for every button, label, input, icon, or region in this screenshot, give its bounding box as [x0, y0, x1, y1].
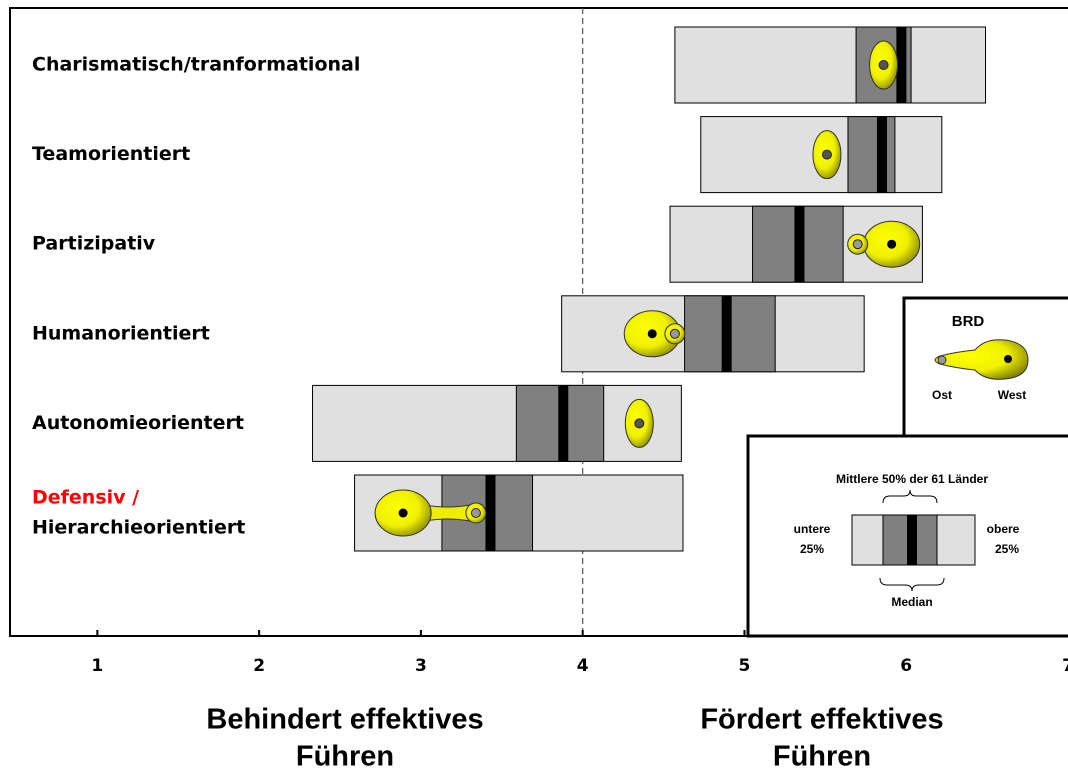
x-tick-label: 5: [739, 656, 751, 676]
middle-box: [847, 116, 896, 194]
x-tick-label: 1: [91, 656, 103, 676]
median-bar: [794, 206, 805, 283]
west-dot: [887, 239, 897, 249]
x-tick-label: 7: [1062, 656, 1068, 676]
category-label: Partizipativ: [32, 233, 156, 255]
ost-dot: [852, 239, 863, 250]
legend-frame: [902, 296, 1068, 438]
legend-brd: BRD Ost West: [902, 296, 1068, 438]
median-bar: [876, 116, 887, 193]
west-dot: [398, 508, 408, 518]
legend-text: Mittlere 50% der 61 Länder: [836, 472, 988, 486]
x-label: Führen: [773, 741, 871, 773]
legend-label: Ost: [932, 388, 952, 402]
x-label: Behindert effektives: [206, 704, 483, 736]
category-label: Defensiv /: [32, 487, 139, 509]
category-label: Hierarchieorientiert: [32, 517, 245, 539]
brace: [879, 577, 945, 592]
ost-dot: [470, 508, 481, 518]
legend-text: untere: [794, 522, 831, 536]
legend-text: 25%: [995, 542, 1019, 556]
category-label: Humanorientiert: [32, 322, 210, 344]
x-label: Fördert effektives: [700, 704, 943, 736]
legend-title: BRD: [952, 313, 985, 330]
category-label: Autonomieorientert: [32, 412, 244, 434]
connector: [424, 504, 471, 522]
legend-text: 25%: [800, 542, 824, 556]
median-bar: [721, 295, 732, 372]
category-label: Teamorientiert: [32, 143, 190, 165]
x-tick-label: 3: [415, 656, 427, 676]
median-bar: [558, 385, 569, 462]
legend-text: Median: [891, 595, 932, 609]
x-label: Führen: [296, 741, 394, 773]
legend-label: West: [998, 388, 1026, 402]
x-tick-label: 4: [577, 656, 589, 676]
ost-dot: [669, 328, 680, 339]
legend-median: [907, 515, 917, 565]
brace: [882, 489, 938, 504]
median-bar: [485, 475, 496, 551]
category-label: Charismatisch/tranformational: [32, 54, 360, 76]
legend-dot: [937, 355, 947, 365]
ost-marker: [821, 149, 832, 160]
plot-frame: [9, 7, 1068, 637]
x-tick-label: 6: [900, 656, 912, 676]
x-tick-label: 2: [253, 656, 265, 676]
legend-dot: [1004, 355, 1012, 363]
legend-marker: [934, 339, 1029, 380]
range-box: [674, 26, 986, 104]
range-box: [312, 384, 682, 462]
ost-marker: [878, 60, 889, 70]
west-dot: [647, 329, 657, 339]
legend-text: obere: [987, 522, 1020, 536]
ost-marker: [634, 418, 645, 429]
median-bar: [896, 27, 907, 103]
legend-box: Mittlere 50% der 61 Länder Median untere…: [746, 434, 1068, 638]
